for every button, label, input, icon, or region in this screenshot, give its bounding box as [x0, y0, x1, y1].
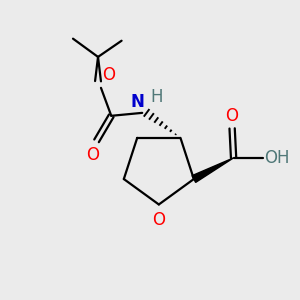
Text: O: O	[226, 107, 238, 125]
Polygon shape	[192, 158, 234, 182]
Text: O: O	[102, 66, 116, 84]
Text: O: O	[152, 211, 165, 229]
Text: O: O	[86, 146, 100, 164]
Text: N: N	[130, 92, 144, 110]
Text: OH: OH	[265, 149, 290, 167]
Text: H: H	[150, 88, 163, 106]
